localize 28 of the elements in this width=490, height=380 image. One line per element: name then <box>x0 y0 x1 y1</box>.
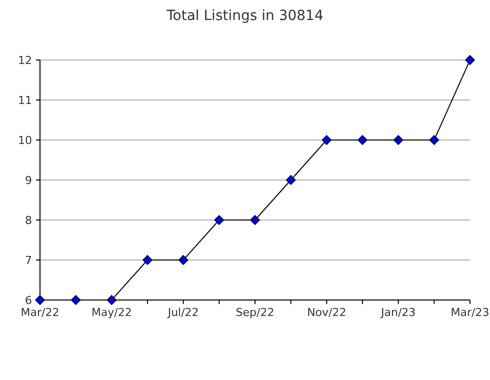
y-tick-label: 7 <box>25 254 32 267</box>
point <box>322 135 332 145</box>
y-tick-label: 12 <box>18 54 32 67</box>
y-tick-label: 6 <box>25 294 32 307</box>
point <box>142 255 152 265</box>
x-tick-label: Jan/23 <box>380 306 416 319</box>
point <box>106 295 117 305</box>
x-tick-label: Mar/23 <box>450 306 490 319</box>
y-tick-label: 10 <box>18 134 32 147</box>
y-tick-label: 11 <box>18 94 32 107</box>
x-tick-label: Nov/22 <box>307 306 346 319</box>
chart-title: Total Listings in 30814 <box>166 8 324 24</box>
point <box>393 135 404 145</box>
point <box>70 295 81 305</box>
y-tick-label: 9 <box>25 174 32 187</box>
point <box>465 55 475 65</box>
point <box>35 295 45 305</box>
x-tick-label: Sep/22 <box>236 306 274 319</box>
x-tick-label: Jul/22 <box>166 306 199 319</box>
point <box>286 175 296 185</box>
x-tick-label: May/22 <box>91 306 132 319</box>
point <box>250 215 260 225</box>
point <box>178 255 188 265</box>
point <box>214 215 224 225</box>
x-tick-label: Mar/22 <box>20 306 60 319</box>
point <box>429 135 440 145</box>
point <box>358 135 368 145</box>
y-tick-label: 8 <box>25 214 32 227</box>
